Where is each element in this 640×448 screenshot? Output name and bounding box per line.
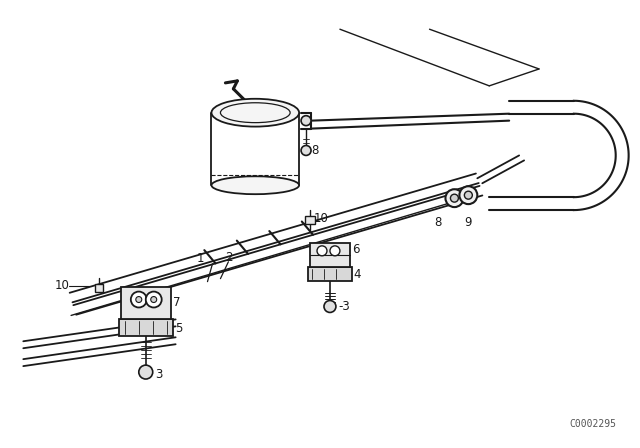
Text: 10: 10 [54,279,69,292]
Circle shape [301,146,311,155]
Circle shape [451,194,458,202]
Text: 8: 8 [435,215,442,228]
Polygon shape [310,243,350,267]
Text: 1: 1 [197,252,205,265]
Circle shape [146,292,162,307]
Ellipse shape [211,99,299,127]
Text: 5: 5 [175,322,182,335]
Polygon shape [121,287,171,319]
Ellipse shape [211,177,299,194]
Circle shape [317,246,327,256]
Polygon shape [119,319,173,336]
Circle shape [136,297,142,302]
Circle shape [465,191,472,199]
Text: 6: 6 [352,243,360,256]
Polygon shape [305,216,315,224]
Text: 2: 2 [225,251,233,264]
Circle shape [445,189,463,207]
Text: 7: 7 [173,296,180,309]
Circle shape [151,297,157,302]
Circle shape [324,301,336,312]
Text: 10: 10 [314,211,329,224]
Circle shape [460,186,477,204]
Circle shape [139,365,153,379]
Circle shape [301,116,311,125]
Text: C0002295: C0002295 [570,419,616,429]
Circle shape [330,246,340,256]
Text: -3: -3 [338,300,349,313]
Circle shape [131,292,147,307]
Polygon shape [95,284,103,292]
Text: 9: 9 [465,215,472,228]
Text: 3: 3 [155,367,162,380]
Text: 8: 8 [311,144,319,157]
Polygon shape [308,267,352,280]
Text: 4: 4 [354,268,362,281]
